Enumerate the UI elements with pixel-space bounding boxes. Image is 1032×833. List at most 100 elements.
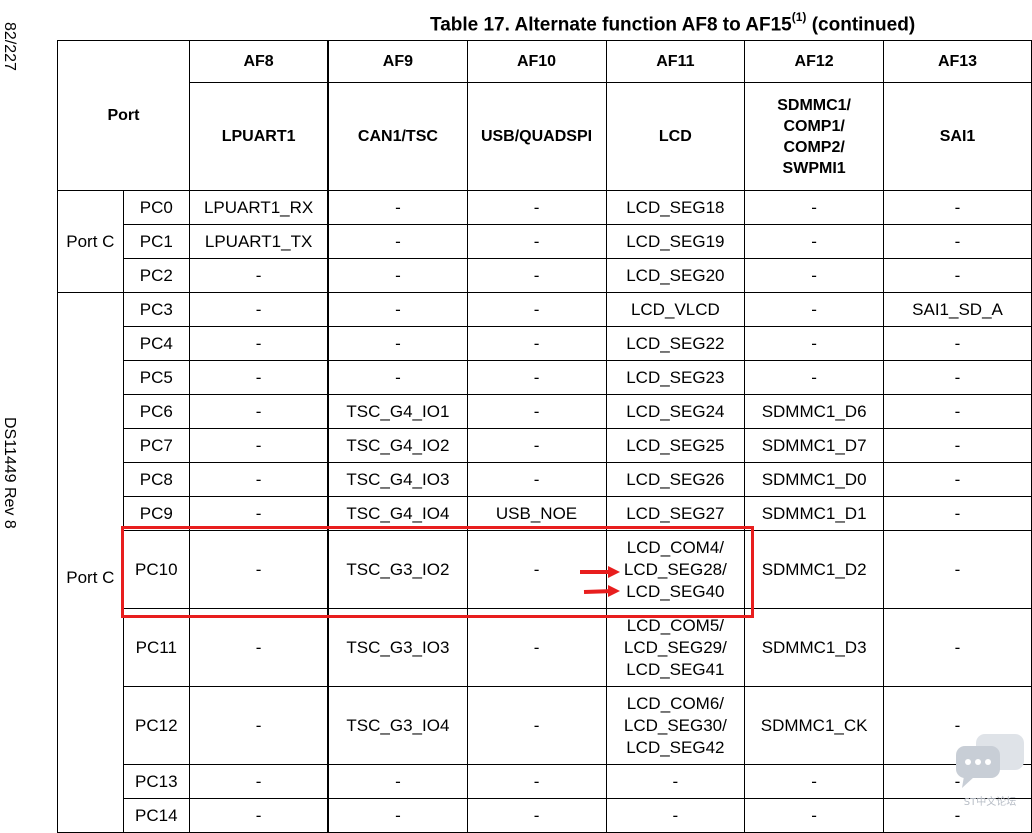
pin-cell: PC12 xyxy=(122,686,190,765)
function-cell: SDMMC1_D0 xyxy=(744,462,885,497)
function-cell: - xyxy=(466,462,607,497)
function-cell: - xyxy=(744,292,885,327)
function-cell: TSC_G3_IO3 xyxy=(327,608,468,687)
table-row: PC10- TSC_G3_IO2- LCD_COM4/ LCD_SEG28/ LCD… xyxy=(58,530,1032,609)
function-cell: - xyxy=(466,608,607,687)
function-cell: SDMMC1_D2 xyxy=(744,530,885,609)
function-cell: - xyxy=(883,394,1032,429)
function-cell: LCD_SEG26 xyxy=(605,462,746,497)
header-af: AF8 xyxy=(188,40,329,83)
function-cell: - xyxy=(883,326,1032,361)
pin-cell: PC0 xyxy=(122,190,190,225)
header-function: SAI1 xyxy=(883,82,1032,191)
function-cell: - xyxy=(188,292,329,327)
pin-cell: PC3 xyxy=(122,292,190,327)
function-cell: - xyxy=(327,190,468,225)
function-cell: - xyxy=(466,428,607,463)
table-row: PC9- TSC_G4_IO4 USB_NOE LCD_SEG27 SDMMC1_D1- xyxy=(58,496,1032,531)
pin-cell: PC1 xyxy=(122,224,190,259)
function-cell: LCD_COM5/ LCD_SEG29/ LCD_SEG41 xyxy=(605,608,746,687)
function-cell: - xyxy=(188,530,329,609)
function-cell: - xyxy=(188,394,329,429)
function-cell: - xyxy=(327,764,468,799)
function-cell: - xyxy=(744,326,885,361)
function-cell: - xyxy=(327,326,468,361)
table-row: PC1 LPUART1_TX - - LCD_SEG19- - xyxy=(58,224,1032,259)
header-af: AF13 xyxy=(883,40,1032,83)
function-cell: - xyxy=(188,428,329,463)
table-title: Table 17. Alternate function AF8 to AF15… xyxy=(430,10,916,36)
function-cell: - xyxy=(883,428,1032,463)
pin-cell: PC8 xyxy=(122,462,190,497)
function-cell: LCD_SEG23 xyxy=(605,360,746,395)
table-row: PC13- - - - - - xyxy=(58,764,1032,799)
table-title-note: (1) xyxy=(791,10,807,24)
function-cell: - xyxy=(327,258,468,293)
pin-cell: PC10 xyxy=(122,530,190,609)
pin-cell: PC6 xyxy=(122,394,190,429)
function-cell: - xyxy=(466,292,607,327)
function-cell: LCD_SEG24 xyxy=(605,394,746,429)
pin-cell: PC9 xyxy=(122,496,190,531)
function-cell: - xyxy=(883,360,1032,395)
header-af: AF9 xyxy=(327,40,468,83)
function-cell: - xyxy=(188,462,329,497)
function-cell: - xyxy=(605,764,746,799)
function-cell: TSC_G3_IO4 xyxy=(327,686,468,765)
header-function: CAN1/TSC xyxy=(327,82,468,191)
header-af: AF11 xyxy=(605,40,746,83)
function-cell: - xyxy=(883,462,1032,497)
pin-cell: PC7 xyxy=(122,428,190,463)
function-cell: - xyxy=(883,496,1032,531)
function-cell: - xyxy=(188,764,329,799)
function-cell: LCD_SEG27 xyxy=(605,496,746,531)
function-cell: - xyxy=(188,686,329,765)
function-cell: USB_NOE xyxy=(466,496,607,531)
function-cell: - xyxy=(744,224,885,259)
table-row: PC12- TSC_G3_IO4- LCD_COM6/ LCD_SEG30/ LCD… xyxy=(58,686,1032,765)
function-cell: - xyxy=(744,258,885,293)
table-row: Port C PC3- - - LCD_VLCD - SAI1_SD_A xyxy=(57,292,1032,833)
header-af: AF10 xyxy=(466,40,607,83)
function-cell: - xyxy=(466,258,607,293)
pin-cell: PC2 xyxy=(122,258,190,293)
function-cell: LCD_SEG19 xyxy=(605,224,746,259)
function-cell: - xyxy=(327,224,468,259)
function-cell: - xyxy=(466,326,607,361)
port-cell: Port C xyxy=(57,292,124,833)
table-row: PC5- - - LCD_SEG23- - xyxy=(58,360,1032,395)
table-row: PC7- TSC_G4_IO2- LCD_SEG25 SDMMC1_D7- xyxy=(58,428,1032,463)
function-cell: - xyxy=(188,326,329,361)
function-cell: TSC_G4_IO3 xyxy=(327,462,468,497)
function-cell: - xyxy=(744,360,885,395)
function-cell: LCD_VLCD xyxy=(605,292,746,327)
function-cell: SDMMC1_D1 xyxy=(744,496,885,531)
function-cell: TSC_G3_IO2 xyxy=(327,530,468,609)
table-title-suffix: (continued) xyxy=(806,14,916,36)
function-cell: LCD_SEG18 xyxy=(605,190,746,225)
function-cell: - xyxy=(327,292,468,327)
function-cell: SDMMC1_CK xyxy=(744,686,885,765)
function-cell: - xyxy=(188,258,329,293)
forum-badge[interactable]: ST中文论坛 xyxy=(954,732,1026,808)
function-cell: LPUART1_RX xyxy=(188,190,329,225)
function-cell: LPUART1_TX xyxy=(188,224,329,259)
table-row: PC2- - - LCD_SEG20- - xyxy=(58,258,1032,293)
pin-cell: PC4 xyxy=(122,326,190,361)
function-cell: LCD_SEG25 xyxy=(605,428,746,463)
function-cell: - xyxy=(466,394,607,429)
header-function: USB/QUADSPI xyxy=(466,82,607,191)
table-title-text: Table 17. Alternate function AF8 to AF15 xyxy=(430,14,792,36)
document-id: DS11449 Rev 8 xyxy=(1,417,18,529)
header-function: LCD xyxy=(605,82,746,191)
function-cell: - xyxy=(327,360,468,395)
function-cell: - xyxy=(744,764,885,799)
port-cell: Port C xyxy=(57,190,124,293)
function-cell: LCD_COM6/ LCD_SEG30/ LCD_SEG42 xyxy=(605,686,746,765)
header-function: LPUART1 xyxy=(188,82,329,191)
function-cell: SDMMC1_D6 xyxy=(744,394,885,429)
function-cell: - xyxy=(883,190,1032,225)
pin-cell: PC5 xyxy=(122,360,190,395)
function-cell: LCD_SEG22 xyxy=(605,326,746,361)
function-cell: SDMMC1_D3 xyxy=(744,608,885,687)
